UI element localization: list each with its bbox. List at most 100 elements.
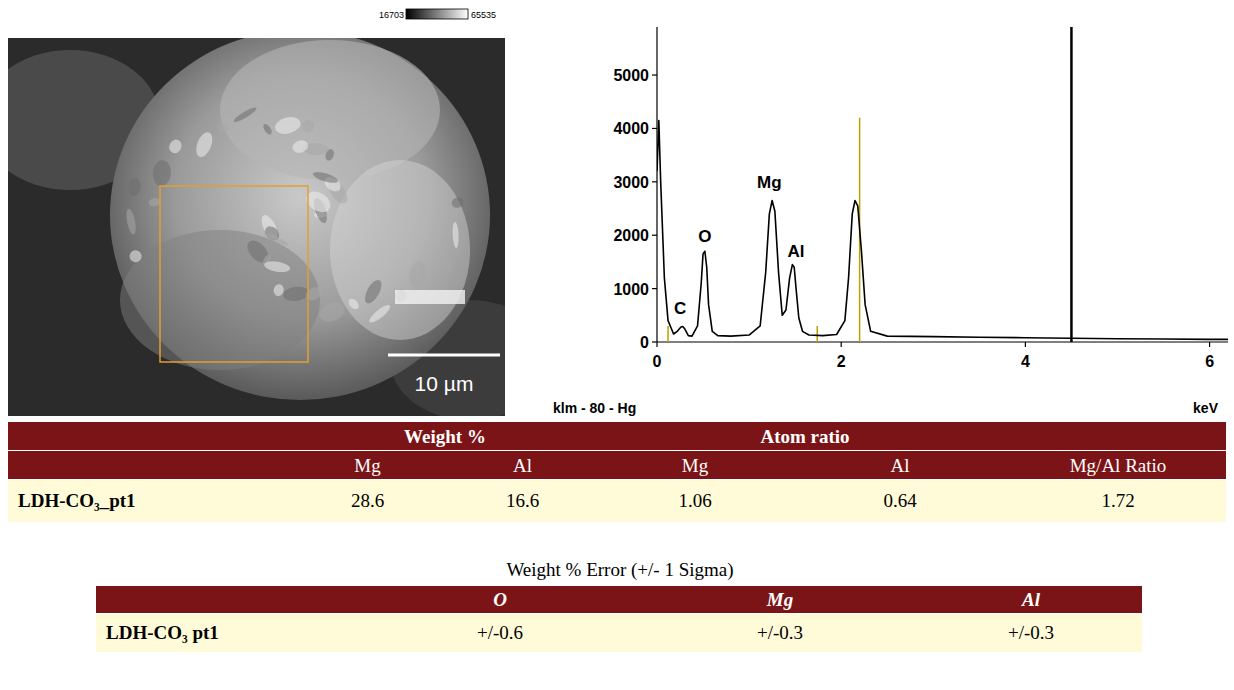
header-row [8, 451, 1226, 479]
table-cell: 28.6 [351, 490, 384, 511]
sem-flake [127, 177, 141, 196]
y-tick [652, 74, 657, 75]
sem-particle [110, 38, 490, 400]
table-cell: 0.64 [883, 490, 917, 511]
sem-flake [262, 123, 274, 136]
sem-flake [215, 120, 231, 135]
sem-texture [220, 40, 440, 180]
column-header: Mg/Al Ratio [1070, 455, 1167, 476]
x-tick [656, 342, 657, 347]
sem-flake [367, 303, 392, 326]
spectrum-line [657, 120, 1228, 339]
sem-flake [317, 299, 348, 326]
error-table: Weight % Error (+/- 1 Sigma) O Mg Al LDH-CO₃… [96, 559, 1142, 652]
y-axis [656, 27, 657, 342]
sem-flake [302, 120, 315, 133]
data-row [8, 480, 1226, 522]
sem-flake [232, 105, 257, 124]
table-cell: 1.06 [678, 490, 711, 511]
x-axis [657, 341, 1228, 342]
x-tick [1025, 342, 1026, 347]
colorbar-min: 16703 [379, 10, 404, 20]
composition-table: Weight % Atom ratio Mg Al Mg Al Mg/Al Ratio LDH… [8, 422, 1226, 522]
data-row [96, 614, 1142, 652]
element-marker [1070, 27, 1073, 342]
y-tick [652, 341, 657, 342]
sem-flake [125, 208, 138, 235]
group-header: Atom ratio [760, 426, 849, 447]
y-tick [652, 288, 657, 289]
plot-marks [657, 27, 1228, 342]
sem-flake [452, 222, 459, 248]
y-tick [652, 235, 657, 236]
peak-label: O [698, 227, 711, 246]
y-tick-label: 4000 [613, 120, 649, 137]
y-tick-label: 5000 [613, 67, 649, 84]
x-tick-label: 6 [1205, 353, 1214, 370]
sem-flake [273, 283, 285, 297]
sem-texture [330, 160, 470, 340]
sem-flake [264, 260, 291, 274]
sem-flake [193, 130, 215, 159]
y-tick-label: 0 [640, 334, 649, 351]
y-tick [652, 128, 657, 129]
sem-flake [291, 138, 310, 154]
sem-flake [407, 259, 428, 288]
header-row [96, 586, 1142, 613]
scale-bar-label: 10 µm [415, 372, 474, 395]
column-header: Mg [682, 455, 709, 476]
sem-flake [312, 170, 339, 185]
table-title: Weight % Error (+/- 1 Sigma) [506, 559, 733, 581]
x-axis-title: keV [1193, 400, 1219, 416]
scale-bar [388, 354, 500, 357]
x-tick [841, 342, 842, 347]
table-cell: 16.6 [506, 490, 539, 511]
sem-flake [263, 231, 289, 247]
table-cell: 1.72 [1101, 490, 1134, 511]
colorbar [406, 9, 468, 19]
column-header: Al [513, 455, 532, 476]
y-tick-label: 3000 [613, 174, 649, 191]
peak-label: Al [788, 242, 805, 261]
sem-highlight [395, 290, 465, 304]
sem-flake [302, 187, 334, 216]
sem-flake [439, 256, 455, 275]
sem-flake [347, 297, 361, 311]
sem-flake [303, 284, 324, 303]
x-tick-label: 2 [837, 353, 846, 370]
y-tick [652, 181, 657, 182]
colorbar-max: 65535 [471, 10, 496, 20]
table-cell: +/-0.3 [1008, 622, 1054, 643]
table-cell: +/-0.3 [757, 622, 803, 643]
group-header: Weight % [404, 426, 486, 447]
element-marker [667, 326, 669, 342]
peak-label: C [674, 299, 686, 318]
peak-label: Mg [757, 173, 782, 192]
row-label: LDH-CO₃_pt1 [18, 490, 136, 511]
y-tick-label: 2000 [613, 227, 649, 244]
column-header: Al [1021, 589, 1041, 610]
column-header: Al [891, 455, 910, 476]
sem-flake [127, 248, 143, 264]
spectrum-chart: 0 1000 2000 3000 4000 5000 0 2 4 6 keV klm - 80 - H… [553, 27, 1228, 416]
sem-flake [152, 159, 172, 186]
sem-flake [167, 138, 184, 156]
x-tick-label: 0 [653, 353, 662, 370]
column-header: Mg [354, 455, 381, 476]
x-tick-label: 4 [1021, 353, 1030, 370]
header-row [8, 422, 1226, 450]
x-tick [1209, 342, 1210, 347]
column-header: O [493, 589, 507, 610]
caption: klm - 80 - Hg [553, 400, 636, 416]
sem-flake [273, 114, 302, 136]
sem-image: 10 µm [8, 38, 505, 416]
sem-flake [362, 277, 385, 306]
row-label: LDH-CO₃ pt1 [106, 622, 219, 643]
y-tick-label: 1000 [613, 281, 649, 298]
page: 10 µm 16703 65535 0 1000 2000 3000 4000 5000 0 2 4 6… [0, 0, 1234, 690]
table-cell: +/-0.6 [477, 622, 523, 643]
sem-flake [282, 285, 310, 302]
sem-texture [120, 230, 320, 370]
column-header: Mg [766, 589, 793, 610]
element-marker [816, 326, 818, 342]
